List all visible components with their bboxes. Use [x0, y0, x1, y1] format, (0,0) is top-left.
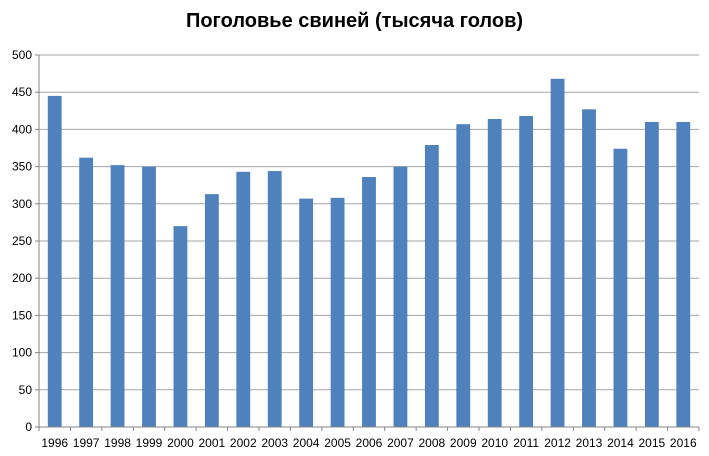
bar-2002: [236, 171, 251, 427]
bar-2015: [644, 121, 659, 428]
bar-2012: [550, 78, 565, 428]
bar-2014: [613, 148, 628, 427]
y-tick-label: 0: [25, 420, 32, 434]
x-tick-label: 2002: [230, 436, 257, 450]
bar-2009: [456, 124, 471, 427]
x-tick-label: 2006: [356, 436, 383, 450]
x-axis-ticks: 1996 1997 1998 1999 2000 2001 2002 2003 2004 2005…: [38, 427, 700, 450]
bar-2016: [676, 121, 691, 428]
bar-1998: [110, 165, 125, 427]
bar-2004: [299, 198, 314, 427]
bar-2008: [424, 145, 439, 428]
x-tick-label: 1999: [136, 436, 163, 450]
x-tick-label: 2014: [607, 436, 634, 450]
bars: [47, 78, 691, 428]
x-tick-label: 2015: [639, 436, 666, 450]
x-tick-label: 2000: [167, 436, 194, 450]
x-tick-label: 2011: [513, 436, 539, 450]
y-tick-label: 350: [12, 160, 32, 174]
bar-2003: [267, 171, 282, 427]
x-tick-label: 2010: [481, 436, 508, 450]
bar-1996: [47, 95, 62, 428]
y-tick-label: 300: [12, 197, 32, 211]
x-tick-label: 2009: [450, 436, 477, 450]
x-tick-label: 2005: [324, 436, 351, 450]
y-tick-label: 400: [12, 122, 32, 136]
bar-2006: [362, 177, 376, 427]
y-tick-label: 450: [12, 85, 32, 99]
y-tick-label: 50: [19, 383, 33, 397]
bar-2005: [330, 197, 345, 427]
x-tick-label: 2004: [293, 436, 320, 450]
y-tick-label: 100: [12, 346, 32, 360]
bar-2011: [519, 116, 534, 428]
bar-1999: [142, 166, 156, 427]
y-tick-label: 500: [12, 48, 32, 62]
x-tick-label: 2016: [670, 436, 697, 450]
x-tick-label: 2003: [261, 436, 288, 450]
bar-2013: [582, 109, 596, 427]
bar-1997: [79, 157, 94, 427]
x-tick-label: 1996: [41, 436, 68, 450]
bar-2007: [393, 166, 408, 427]
bar-2001: [204, 194, 219, 427]
x-tick-label: 2008: [419, 436, 446, 450]
x-tick-label: 1998: [104, 436, 131, 450]
y-tick-label: 250: [12, 234, 32, 248]
chart-title: Поголовье свиней (тысяча голов): [185, 10, 524, 32]
bar-2000: [173, 226, 188, 427]
y-axis-ticks: 0 50 100 150 200 250 300 350 400 450 500: [12, 48, 39, 434]
y-tick-label: 150: [12, 308, 32, 322]
bar-2010: [487, 118, 502, 427]
y-tick-label: 200: [12, 271, 32, 285]
x-tick-label: 2007: [387, 436, 414, 450]
x-tick-label: 2013: [576, 436, 603, 450]
x-tick-label: 1997: [73, 436, 100, 450]
x-tick-label: 2012: [544, 436, 571, 450]
x-tick-label: 2001: [199, 436, 226, 450]
